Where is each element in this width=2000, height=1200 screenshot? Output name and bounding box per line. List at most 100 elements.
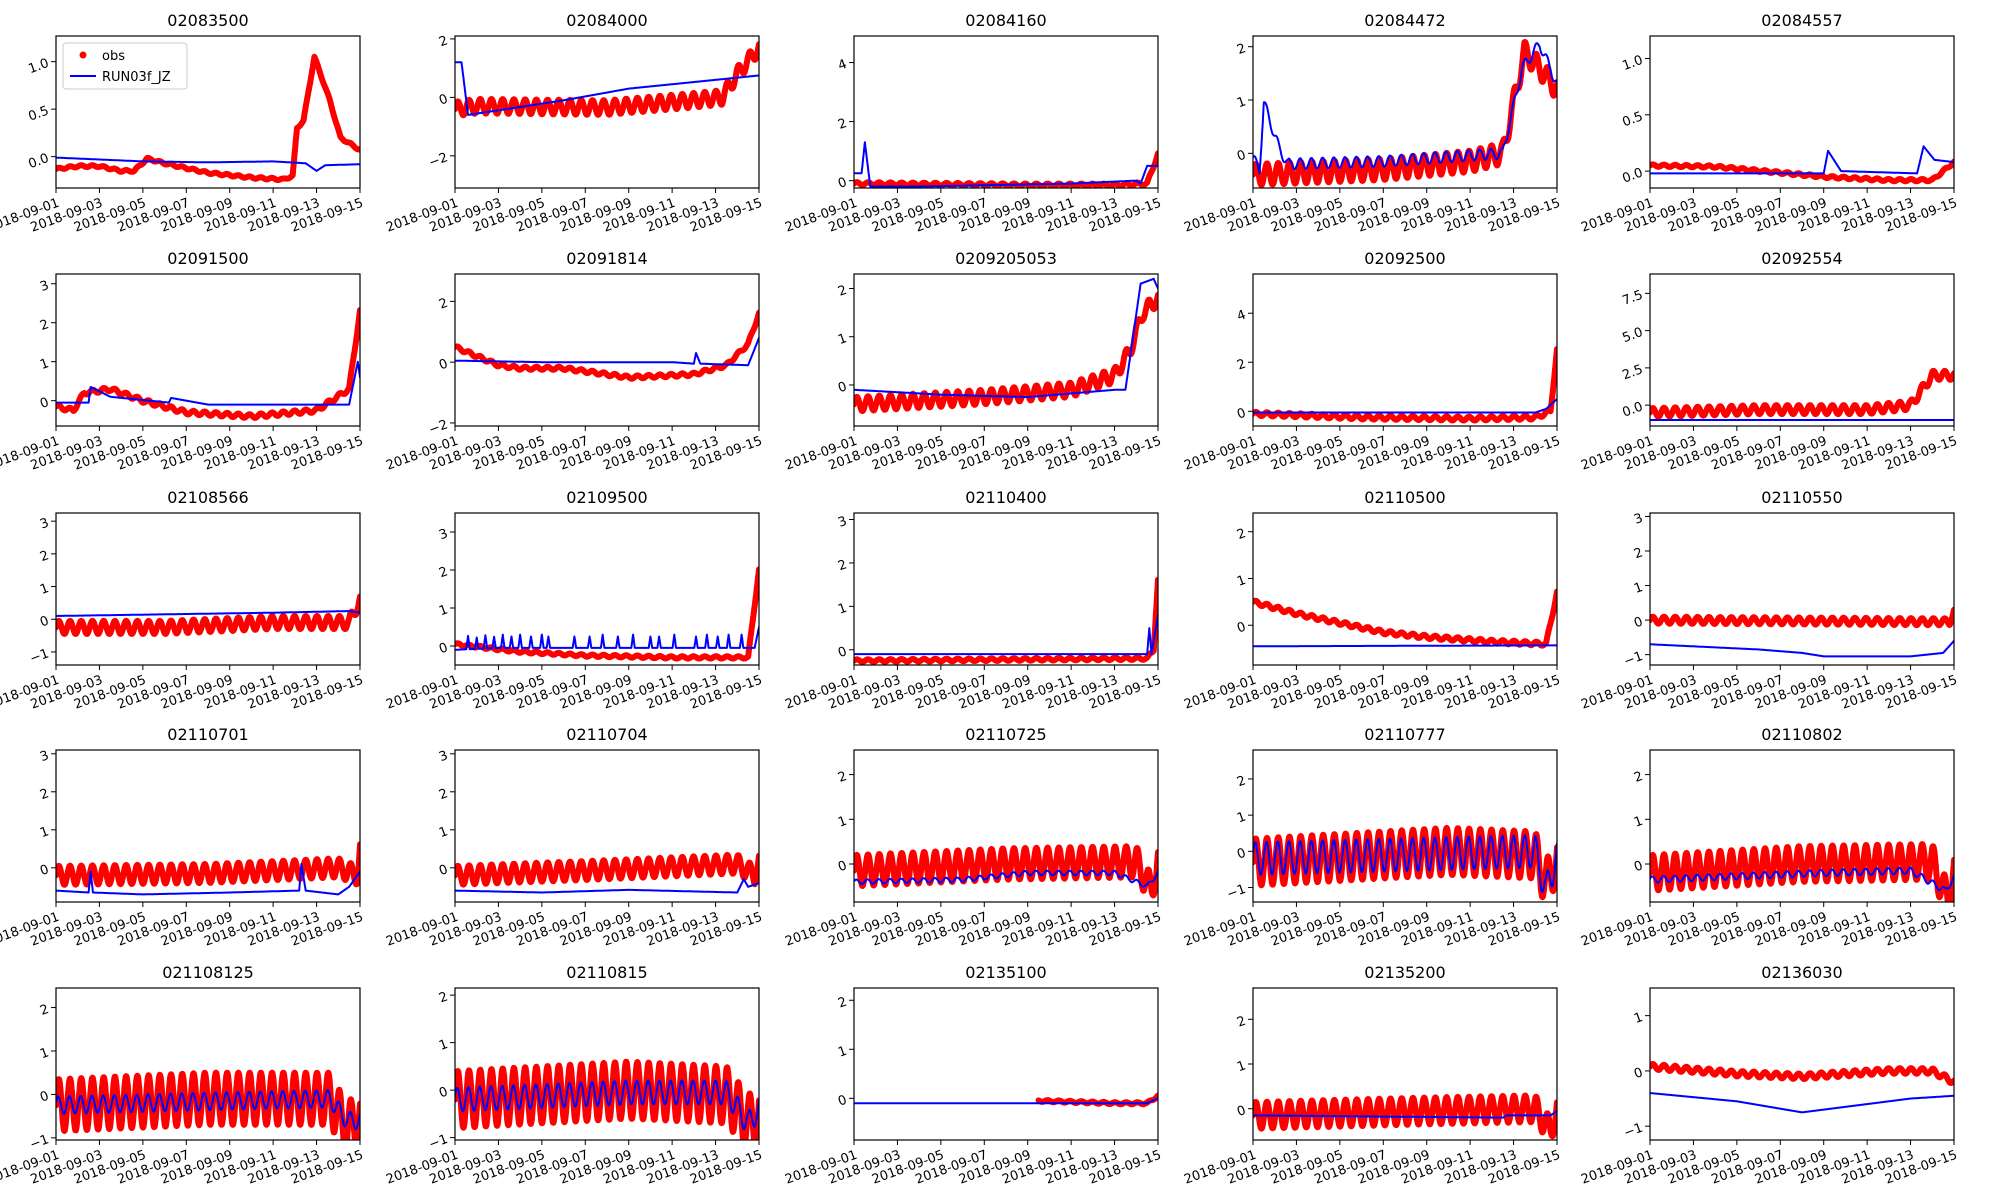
axes-frame — [55, 35, 361, 189]
panel-title: 02084000 — [566, 11, 647, 30]
y-tick-label: −1 — [1225, 882, 1248, 903]
y-tick-label: 0 — [437, 357, 450, 374]
y-tick-label: 2 — [836, 995, 849, 1012]
axes-frame — [55, 273, 361, 427]
y-tick-label: 2 — [1235, 1014, 1248, 1031]
y-tick-label: 0.5 — [1621, 109, 1646, 130]
y-tick-label: 1 — [437, 824, 450, 841]
y-tick-label: 3 — [437, 526, 450, 543]
plot-area — [1650, 145, 1954, 185]
y-tick-label: 2 — [1235, 357, 1248, 374]
plot-area — [455, 41, 759, 119]
axes-frame — [853, 273, 1159, 427]
panel-title: 02084557 — [1761, 11, 1842, 30]
panel-02110704: 0211070401232018-09-012018-09-032018-09-… — [384, 725, 764, 950]
y-tick-label: 0.0 — [1621, 165, 1646, 186]
plot-area — [1650, 606, 1954, 658]
y-tick-label: 2 — [1235, 526, 1248, 543]
y-tick-label: 1 — [836, 814, 849, 831]
sim-series — [1253, 398, 1557, 414]
legend-obs-marker — [79, 51, 87, 59]
obs-series — [854, 291, 1158, 415]
panel-title: 02110704 — [566, 725, 647, 744]
axes-frame — [55, 512, 361, 666]
y-tick-label: 1 — [836, 601, 849, 618]
axes-frame — [1252, 749, 1558, 903]
y-tick-label: 4 — [836, 57, 849, 74]
sim-series — [1650, 1092, 1954, 1114]
panel-02110815: 02110815−10122018-09-012018-09-032018-09… — [384, 963, 764, 1188]
panel-02092500: 020925000242018-09-012018-09-032018-09-0… — [1182, 249, 1562, 474]
y-tick-label: 0 — [38, 1089, 51, 1106]
sim-series — [1253, 1109, 1557, 1119]
panel-title: 02110701 — [167, 725, 248, 744]
plot-area — [455, 851, 759, 894]
sim-series — [854, 277, 1158, 398]
obs-series — [56, 593, 360, 637]
axes-frame — [454, 749, 760, 903]
y-tick-label: 0 — [38, 614, 51, 631]
obs-series — [455, 41, 759, 119]
y-tick-label: 2 — [437, 786, 450, 803]
axes-frame — [1252, 35, 1558, 189]
panel-title: 02110802 — [1761, 725, 1842, 744]
sim-series — [854, 1097, 1158, 1105]
y-tick-label: −1 — [1622, 649, 1645, 670]
panel-title: 02091500 — [167, 249, 248, 268]
y-tick-label: 2 — [836, 116, 849, 133]
obs-series — [1650, 158, 1954, 185]
y-tick-label: 2 — [437, 564, 450, 581]
obs-series — [56, 841, 360, 888]
panel-title: 02091814 — [566, 249, 647, 268]
y-tick-label: 0.0 — [27, 151, 52, 172]
plot-area — [1650, 841, 1954, 902]
y-tick-label: 2 — [38, 1002, 51, 1019]
plot-area — [56, 841, 360, 896]
plot-area — [455, 309, 759, 382]
sim-series — [854, 869, 1158, 888]
y-tick-label: 0 — [1235, 148, 1248, 165]
axes-frame — [853, 512, 1159, 666]
sim-series — [455, 61, 759, 116]
plot-area — [854, 277, 1158, 415]
axes-frame — [454, 512, 760, 666]
panel-02135100: 021351000122018-09-012018-09-032018-09-0… — [783, 963, 1163, 1188]
panel-02084000: 02084000−2022018-09-012018-09-032018-09-… — [384, 11, 764, 236]
obs-series — [1650, 367, 1954, 420]
axes-frame — [454, 273, 760, 427]
y-tick-label: 2 — [836, 769, 849, 786]
sim-series — [455, 878, 759, 894]
y-tick-label: 1 — [1632, 814, 1645, 831]
y-tick-label: 1 — [38, 824, 51, 841]
y-tick-label: 1 — [1235, 810, 1248, 827]
panel-02091500: 0209150001232018-09-012018-09-032018-09-… — [0, 249, 365, 474]
y-tick-label: 0 — [38, 395, 51, 412]
obs-series — [455, 309, 759, 382]
plot-area — [1253, 824, 1557, 901]
panel-021108125: 021108125−10122018-09-012018-09-032018-0… — [0, 963, 365, 1188]
panel-02110725: 021107250122018-09-012018-09-032018-09-0… — [783, 725, 1163, 950]
y-tick-label: 1 — [38, 356, 51, 373]
y-tick-label: 1 — [836, 1044, 849, 1061]
y-tick-label: 2 — [437, 33, 450, 50]
panel-02109500: 0210950001232018-09-012018-09-032018-09-… — [384, 488, 764, 713]
y-tick-label: 2 — [1632, 769, 1645, 786]
y-tick-label: 0 — [1235, 406, 1248, 423]
panel-title: 02109500 — [566, 488, 647, 507]
panel-0209205053: 02092050530122018-09-012018-09-032018-09… — [783, 249, 1163, 474]
plot-area — [1650, 1061, 1954, 1114]
y-tick-label: −1 — [28, 646, 51, 667]
panel-title: 02135200 — [1364, 963, 1445, 982]
y-tick-label: 2 — [1632, 545, 1645, 562]
sim-series — [455, 626, 759, 651]
sim-series — [1253, 834, 1557, 893]
axes-frame — [1649, 987, 1955, 1141]
y-tick-label: 0 — [836, 379, 849, 396]
axes-frame — [454, 35, 760, 189]
sim-series — [56, 863, 360, 896]
sim-series — [1253, 644, 1557, 648]
y-tick-label: 0.0 — [1621, 399, 1646, 420]
panel-title: 02092500 — [1364, 249, 1445, 268]
obs-series — [854, 576, 1158, 665]
